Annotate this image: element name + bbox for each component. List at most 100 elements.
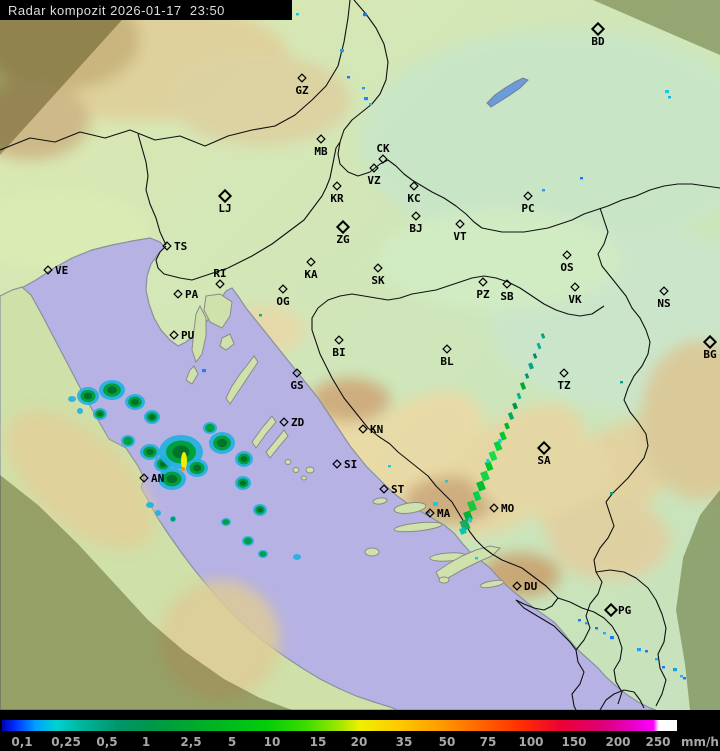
station-diamond-icon [334, 335, 344, 345]
station-bj: BJ [409, 211, 423, 235]
station-label: KC [407, 192, 420, 205]
echo-speck [362, 87, 365, 90]
echo-streak-segment [476, 480, 486, 492]
station-markers: GZ BD MB CK VZ KR KC BJ VT ZG PC LJ TS VE RI PA PU KA SK OG… [43, 21, 718, 618]
station-an: AN [139, 472, 164, 485]
legend-tick: 1 [141, 735, 151, 749]
station-diamond-icon [316, 134, 326, 144]
echo-blob [68, 396, 76, 402]
echo-streak-segment [466, 500, 478, 512]
station-label: PU [181, 329, 195, 342]
station-label: DU [524, 580, 538, 593]
station-label: BL [440, 355, 454, 368]
station-diamond-icon [379, 484, 389, 494]
station-ns: NS [657, 286, 671, 310]
echo-speck [340, 49, 344, 53]
echo-streak-segment [459, 518, 471, 532]
station-diamond-icon [425, 508, 435, 518]
station-diamond-icon [369, 163, 379, 173]
echo-speck [347, 76, 350, 79]
station-diamond-icon [373, 263, 383, 273]
station-diamond-icon [442, 344, 452, 354]
station-diamond-icon [292, 368, 302, 378]
station-bd: BD [590, 21, 606, 48]
station-label: OS [560, 261, 573, 274]
station-diamond-icon [411, 211, 421, 221]
echo-speck [578, 619, 581, 622]
station-diamond-icon [536, 440, 552, 456]
station-label: VE [55, 264, 68, 277]
station-label: LJ [218, 202, 231, 215]
echo-speck [595, 627, 598, 630]
station-diamond-icon [279, 417, 289, 427]
echo-streak-segment [516, 392, 522, 400]
station-label: ST [391, 483, 405, 496]
station-mb: MB [314, 134, 328, 158]
station-diamond-icon [455, 219, 465, 229]
echo-blob [186, 459, 208, 477]
echo-streak-segment [528, 362, 534, 370]
echo-blob [125, 394, 145, 410]
echo-streak-segment [536, 342, 542, 350]
echo-speck [369, 103, 372, 106]
station-pg: PG [603, 602, 632, 618]
echo-speck [683, 677, 686, 680]
station-st: ST [379, 483, 405, 496]
station-label: SK [371, 274, 385, 287]
echo-speck [259, 314, 262, 317]
country-borders [0, 0, 720, 711]
station-diamond-icon [659, 286, 669, 296]
station-diamond-icon [702, 334, 718, 350]
station-label: SI [344, 458, 357, 471]
station-gz: GZ [295, 73, 309, 97]
station-lj: LJ [217, 188, 233, 215]
station-ts: TS [162, 240, 187, 253]
station-bi: BI [332, 335, 346, 359]
station-pa: PA [173, 288, 199, 301]
station-bg: BG [702, 334, 718, 361]
radar-map: GZ BD MB CK VZ KR KC BJ VT ZG PC LJ TS VE RI PA PU KA SK OG… [0, 0, 720, 711]
echo-streak-segment [512, 402, 518, 410]
station-label: TS [174, 240, 187, 253]
legend-unit: mm/h [681, 735, 719, 749]
station-diamond-icon [590, 21, 606, 37]
echo-streak-segment [472, 490, 482, 502]
echo-streak-segment [499, 431, 507, 441]
legend-tick: 20 [350, 735, 368, 749]
station-label: KR [330, 192, 344, 205]
legend-tick: 10 [263, 735, 281, 749]
station-diamond-icon [278, 284, 288, 294]
station-sa: SA [536, 440, 552, 467]
echo-speck [542, 189, 545, 192]
legend-tick: 100 [518, 735, 544, 749]
station-diamond-icon [169, 330, 179, 340]
echo-blob [253, 504, 267, 516]
rain-intensity-colorbar [2, 720, 677, 731]
title-bar: Radar kompozit 2026-01-17 23:50 [0, 0, 292, 20]
echo-speck [364, 97, 368, 101]
legend-tick: 2,5 [180, 735, 202, 749]
echo-blob [293, 554, 301, 560]
station-diamond-icon [43, 265, 53, 275]
station-diamond-icon [173, 289, 183, 299]
station-label: VK [568, 293, 582, 306]
station-diamond-icon [559, 368, 569, 378]
echo-speck [620, 381, 623, 384]
echo-speck [427, 511, 430, 514]
station-diamond-icon [502, 279, 512, 289]
echo-blob [77, 387, 99, 405]
station-mo: MO [489, 502, 515, 515]
station-zd: ZD [279, 416, 305, 429]
echo-blob [203, 422, 217, 434]
legend-tick: 250 [645, 735, 671, 749]
station-diamond-icon [332, 181, 342, 191]
station-vz: VZ [367, 163, 381, 187]
echo-speck [585, 622, 588, 625]
echo-speck [665, 90, 669, 94]
echo-blob [155, 510, 161, 516]
legend-tick: 75 [479, 735, 497, 749]
station-pc: PC [521, 191, 535, 215]
echo-blob [209, 432, 235, 454]
station-pu: PU [169, 329, 195, 342]
station-diamond-icon [162, 241, 172, 251]
